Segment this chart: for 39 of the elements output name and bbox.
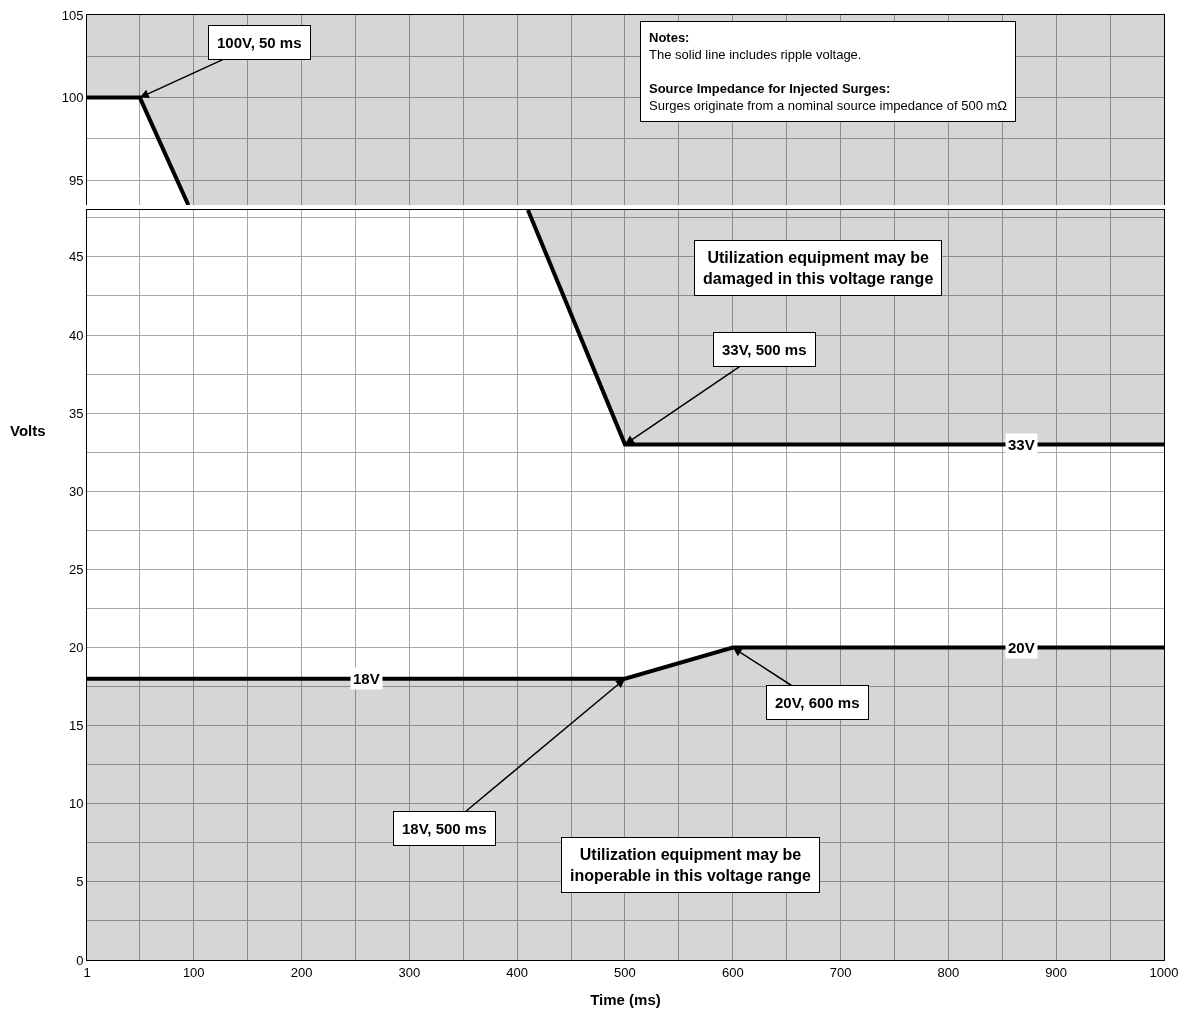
y-tick-label: 30 bbox=[68, 483, 84, 499]
y-tick-label: 105 bbox=[61, 7, 84, 23]
y-tick-label: 35 bbox=[68, 405, 84, 421]
x-tick-label: 500 bbox=[614, 964, 636, 980]
y-tick-label: 25 bbox=[68, 561, 84, 577]
y-tick-label: 0 bbox=[76, 952, 84, 968]
y-tick-label: 40 bbox=[68, 327, 84, 343]
annotation: 18V bbox=[353, 670, 380, 687]
x-tick-label: 800 bbox=[937, 964, 960, 980]
x-tick-label: 900 bbox=[1045, 964, 1068, 980]
annotation: The solid line includes ripple voltage. bbox=[649, 46, 862, 62]
annotation: 33V, 500 ms bbox=[722, 341, 807, 358]
y-tick-label: 15 bbox=[68, 718, 84, 734]
x-tick-label: 200 bbox=[290, 964, 313, 980]
y-tick-label: 45 bbox=[68, 249, 84, 265]
y-tick-label: 10 bbox=[68, 796, 84, 812]
x-tick-label: 1 bbox=[83, 964, 91, 980]
x-tick-label: 1000 bbox=[1149, 964, 1179, 980]
annotation: Surges originate from a nominal source impedance of 500 mΩ bbox=[649, 97, 1008, 113]
annotation: Notes: bbox=[649, 30, 690, 45]
annotation: 100V, 50 ms bbox=[217, 34, 302, 51]
y-tick-label: 95 bbox=[68, 172, 84, 188]
x-tick-label: 100 bbox=[182, 964, 205, 980]
x-tick-label: 600 bbox=[721, 964, 744, 980]
y-tick-label: 5 bbox=[76, 874, 84, 890]
x-axis-title: Time (ms) bbox=[590, 990, 661, 1008]
annotation: Utilization equipment may be inoperable in this voltage range bbox=[570, 846, 812, 884]
annotation: 20V bbox=[1008, 639, 1035, 656]
x-tick-label: 700 bbox=[829, 964, 852, 980]
annotation: 33V bbox=[1008, 436, 1035, 453]
x-tick-label: 400 bbox=[506, 964, 528, 980]
y-tick-label: 20 bbox=[68, 640, 84, 656]
y-tick-label: 100 bbox=[61, 90, 84, 106]
annotation: 20V, 600 ms bbox=[775, 694, 860, 711]
x-tick-label: 300 bbox=[398, 964, 421, 980]
annotation: Utilization equipment may be damaged in this voltage range bbox=[703, 249, 934, 287]
annotation: Source Impedance for Injected Surges: bbox=[649, 80, 891, 96]
annotation: 18V, 500 ms bbox=[402, 820, 487, 837]
y-axis-title: Volts bbox=[10, 422, 46, 439]
